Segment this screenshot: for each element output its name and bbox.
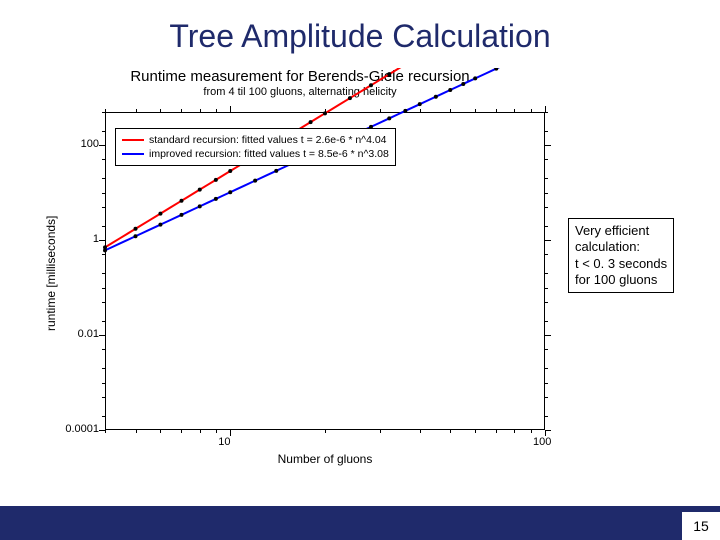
- x-tick-label: 100: [533, 436, 551, 448]
- page-number: 15: [682, 512, 720, 540]
- legend-label: standard recursion: fitted values t = 2.…: [149, 133, 387, 147]
- x-axis-label: Number of gluons: [105, 452, 545, 466]
- y-tick-label: 0.0001: [49, 423, 99, 435]
- annotation-line: Very efficient: [575, 223, 667, 239]
- annotation-box: Very efficientcalculation:t < 0. 3 secon…: [568, 218, 674, 293]
- chart-container: Runtime measurement for Berends-Giele re…: [30, 68, 570, 468]
- legend-label: improved recursion: fitted values t = 8.…: [149, 147, 389, 161]
- y-tick-label: 100: [49, 138, 99, 150]
- legend-swatch: [122, 139, 144, 141]
- y-tick-label: 0.01: [49, 328, 99, 340]
- legend-swatch: [122, 153, 144, 155]
- legend: standard recursion: fitted values t = 2.…: [115, 128, 396, 166]
- annotation-line: calculation:: [575, 239, 667, 255]
- legend-item: improved recursion: fitted values t = 8.…: [122, 147, 389, 161]
- slide-title: Tree Amplitude Calculation: [0, 0, 720, 55]
- y-tick-label: 1: [49, 233, 99, 245]
- annotation-line: t < 0. 3 seconds: [575, 256, 667, 272]
- bottom-bar: [0, 506, 720, 540]
- legend-item: standard recursion: fitted values t = 2.…: [122, 133, 389, 147]
- annotation-line: for 100 gluons: [575, 272, 667, 288]
- x-tick-label: 10: [218, 436, 230, 448]
